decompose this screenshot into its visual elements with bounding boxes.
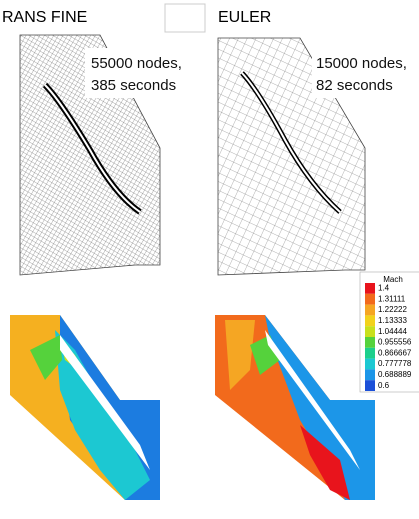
legend-swatch [365, 380, 375, 391]
panel-title: RANS FINE [2, 9, 87, 26]
legend-swatch [365, 315, 375, 326]
legend-level: 1.13333 [378, 316, 407, 325]
run-time: 82 seconds [316, 77, 393, 94]
legend-level: 1.04444 [378, 327, 407, 336]
legend-level: 1.22222 [378, 305, 407, 314]
legend-swatch [365, 283, 375, 294]
run-time: 385 seconds [91, 77, 176, 94]
legend-level: 0.688889 [378, 370, 412, 379]
node-count: 55000 nodes, [91, 55, 182, 72]
legend-level: 1.4 [378, 284, 390, 293]
legend-swatch [365, 326, 375, 337]
legend-level: 0.6 [378, 381, 390, 390]
blank-box [165, 4, 205, 32]
legend-level: 0.955556 [378, 338, 412, 347]
legend-level: 0.866667 [378, 348, 412, 357]
legend-swatch [365, 294, 375, 305]
legend-swatch [365, 359, 375, 370]
legend-level: 1.31111 [378, 294, 406, 303]
figure: RANS FINE EULER 55000 nodes, 385 seconds… [0, 0, 419, 519]
node-count: 15000 nodes, [316, 55, 407, 72]
legend-swatch [365, 369, 375, 380]
legend-level: 0.777778 [378, 359, 412, 368]
legend-swatch [365, 305, 375, 316]
legend-swatch [365, 348, 375, 359]
canvas: RANS FINE EULER 55000 nodes, 385 seconds… [0, 0, 419, 519]
legend-swatch [365, 337, 375, 348]
panel-title: EULER [218, 9, 271, 26]
